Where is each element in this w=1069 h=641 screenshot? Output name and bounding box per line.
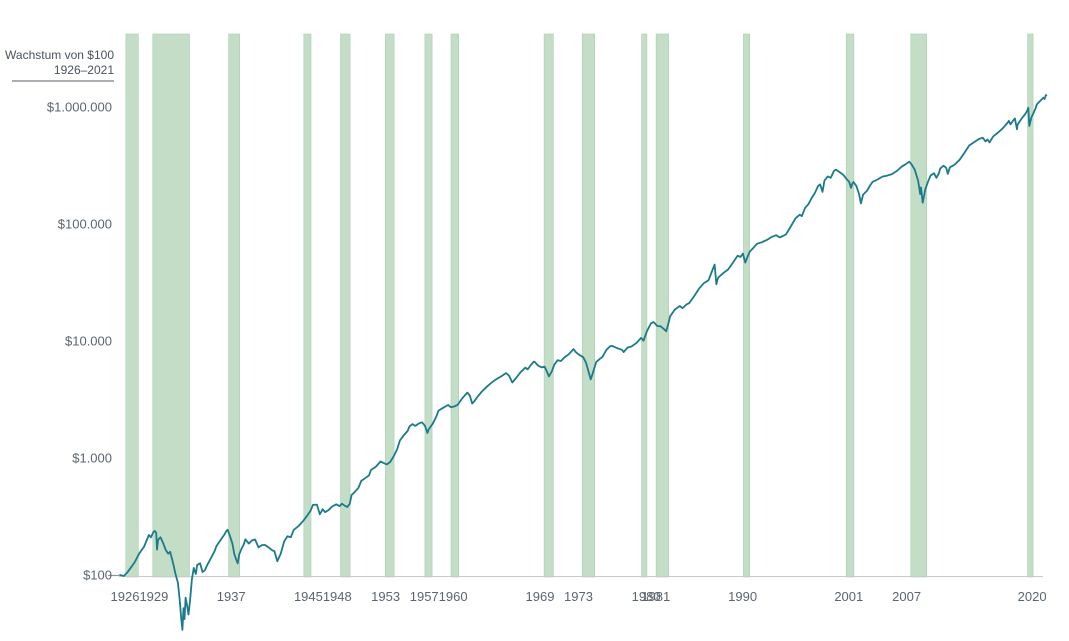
y-axis-label: $1.000 [72, 451, 112, 466]
recession-band [340, 33, 351, 578]
x-axis-label: 1945 [294, 589, 323, 604]
growth-line [119, 94, 1048, 631]
recession-band [581, 33, 596, 578]
recession-band [152, 33, 190, 578]
recession-band [543, 33, 554, 578]
x-axis-label: 1957 [410, 589, 439, 604]
recession-band [424, 33, 433, 578]
x-axis-label: 2007 [892, 589, 921, 604]
y-axis-label: $10.000 [65, 334, 112, 349]
x-axis-label: 1929 [139, 589, 168, 604]
x-axis-label: 1980 [632, 589, 661, 604]
recession-band [910, 33, 927, 578]
recession-bands [125, 33, 1034, 578]
recession-band [845, 33, 855, 578]
recession-band [450, 33, 459, 578]
recession-band [385, 33, 395, 578]
recession-band [228, 33, 241, 578]
recession-band [125, 33, 139, 578]
y-axis-label: $100 [83, 568, 112, 583]
x-axis-label: 1973 [564, 589, 593, 604]
x-axis-label: 2020 [1018, 589, 1047, 604]
recession-band [655, 33, 669, 578]
x-axis-label: 1937 [217, 589, 246, 604]
x-axis-label: 1953 [371, 589, 400, 604]
x-axis-label: 1960 [439, 589, 468, 604]
recession-band [743, 33, 751, 578]
x-axis-label: 1948 [323, 589, 352, 604]
y-axis-label: $1.000.000 [47, 100, 112, 115]
x-axis-label: 1990 [728, 589, 757, 604]
chart-title-line-1: Wachstum von $100 [5, 48, 114, 62]
y-axis-label: $100.000 [58, 217, 112, 232]
chart-title-line-2: 1926–2021 [54, 63, 114, 77]
x-axis-label: 1926 [111, 589, 140, 604]
y-axis-labels: $1.000.000 $100.000 $10.000 $1.000 $100 [47, 100, 112, 583]
x-axis-labels: 1926 1929 1937 1945 1948 1953 1957 1960 1969 1973… [111, 589, 1047, 604]
recession-band [641, 33, 648, 578]
x-axis-label: 1981 [641, 589, 670, 604]
x-axis-label: 1969 [526, 589, 555, 604]
recession-band [303, 33, 312, 578]
x-axis-label: 2001 [834, 589, 863, 604]
